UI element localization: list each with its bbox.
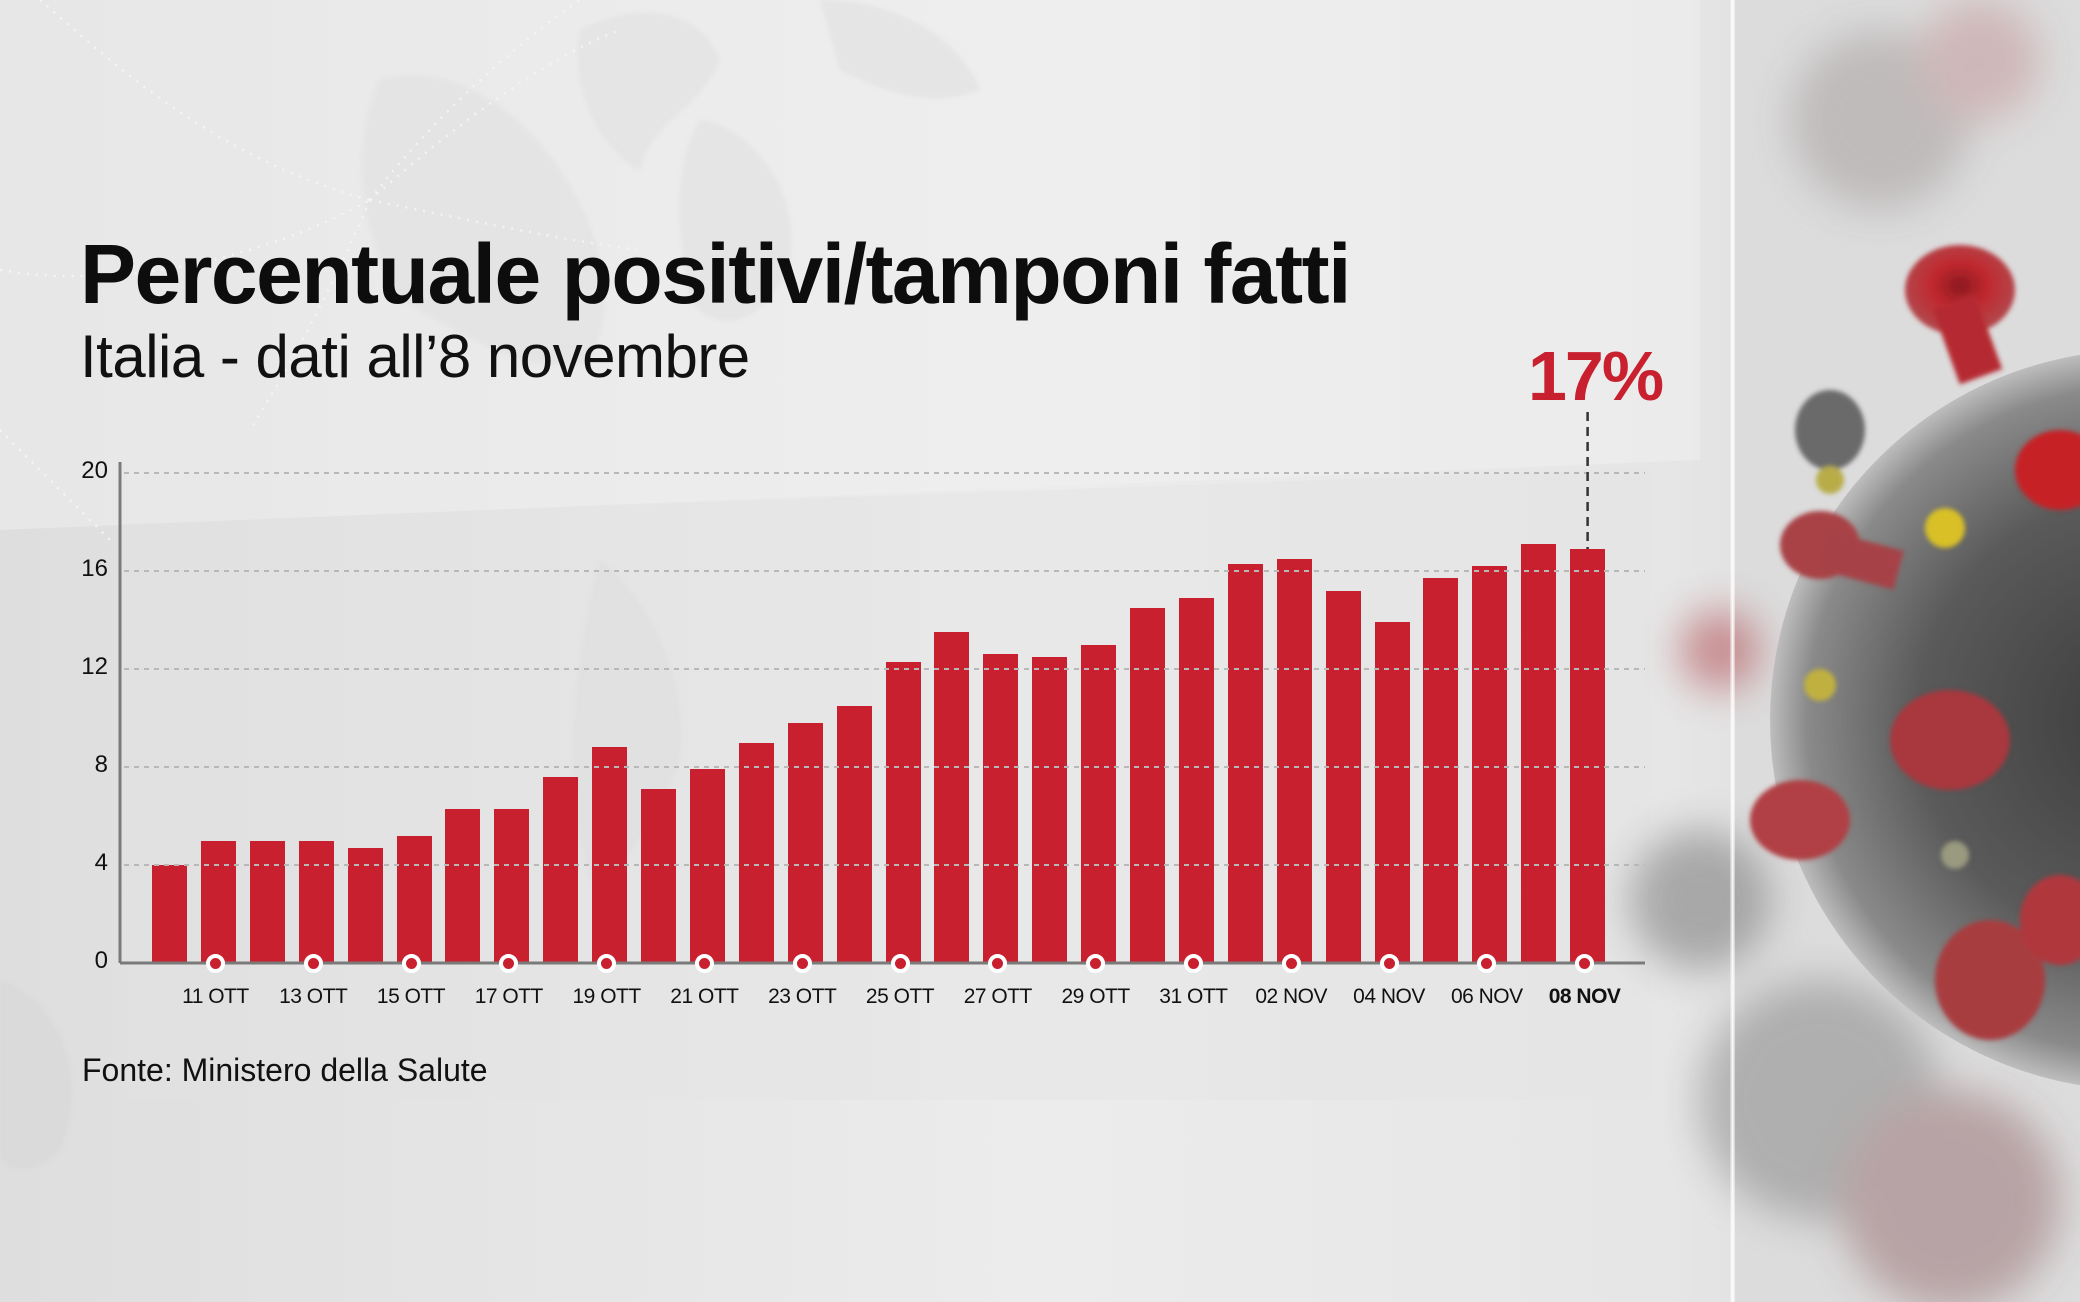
y-tick-label: 8 — [94, 751, 108, 778]
bar-06-nov — [1472, 566, 1508, 963]
bar-04-nov — [1374, 622, 1410, 963]
bar-28-ott — [1032, 656, 1068, 963]
bar-10-ott — [152, 865, 187, 963]
bar-30-ott — [1130, 607, 1165, 963]
x-tick-label: 23 OTT — [768, 985, 837, 1008]
bar-31-ott — [1178, 597, 1214, 963]
bar-26-ott — [934, 632, 970, 963]
x-tick-label: 25 OTT — [865, 985, 935, 1008]
x-tick-label: 29 OTT — [1061, 985, 1131, 1008]
bar-29-ott — [1081, 644, 1117, 963]
chart-title: Percentuale positivi/tamponi fatti — [80, 227, 1351, 321]
x-tick-label: 13 OTT — [279, 985, 348, 1008]
bar-12-ott — [249, 840, 285, 963]
bar-16-ott — [445, 808, 481, 963]
bar-05-nov — [1423, 578, 1459, 963]
bar-07-nov — [1521, 544, 1557, 963]
bar-18-ott — [543, 776, 579, 963]
x-tick-marker — [1379, 953, 1399, 973]
x-tick-marker — [988, 953, 1008, 973]
x-tick-marker — [499, 953, 519, 973]
x-tick-label: 17 OTT — [474, 985, 544, 1008]
source-note: Fonte: Ministero della Salute — [82, 1052, 488, 1088]
x-tick-label: 15 OTT — [376, 985, 446, 1008]
highlight-value: 17% — [1528, 337, 1664, 415]
x-tick-label: 06 NOV — [1450, 985, 1523, 1008]
x-tick-label: 19 OTT — [572, 985, 642, 1008]
x-tick-marker — [401, 953, 421, 973]
bar-02-nov — [1276, 558, 1312, 963]
x-tick-marker — [694, 953, 714, 973]
bar-08-nov — [1570, 548, 1606, 963]
bar-22-ott — [738, 742, 774, 963]
x-tick-marker — [205, 953, 225, 973]
y-tick-label: 20 — [81, 457, 108, 484]
x-tick-marker — [1281, 953, 1301, 973]
x-tick-marker — [597, 953, 617, 973]
x-tick-marker — [890, 953, 910, 973]
x-tick-label: 08 NOV — [1548, 985, 1621, 1008]
bar-14-ott — [347, 847, 383, 963]
bar-03-nov — [1325, 590, 1361, 963]
bar-13-ott — [298, 840, 334, 963]
bar-27-ott — [983, 654, 1019, 963]
bar-15-ott — [396, 835, 432, 963]
y-tick-label: 16 — [81, 555, 108, 582]
x-tick-marker — [1086, 953, 1106, 973]
chart-subtitle: Italia - dati all’8 novembre — [80, 323, 750, 390]
bar-21-ott — [689, 769, 725, 963]
virus-illustration — [1630, 0, 2080, 1302]
bar-20-ott — [641, 789, 676, 963]
bar-17-ott — [494, 808, 530, 963]
x-tick-label: 27 OTT — [963, 985, 1033, 1008]
x-tick-label: 11 OTT — [182, 985, 249, 1008]
y-tick-label: 4 — [94, 849, 108, 876]
y-tick-label: 12 — [81, 653, 108, 680]
x-tick-label: 21 OTT — [670, 985, 739, 1008]
x-tick-marker — [1183, 953, 1203, 973]
x-tick-marker — [303, 953, 323, 973]
bar-19-ott — [592, 747, 628, 963]
x-tick-marker — [1575, 953, 1595, 973]
x-tick-label: 02 NOV — [1255, 985, 1328, 1008]
bar-24-ott — [836, 705, 872, 963]
bar-01-nov — [1227, 563, 1263, 963]
x-tick-marker — [792, 953, 812, 973]
y-tick-label: 0 — [94, 947, 108, 974]
bar-11-ott — [200, 840, 236, 963]
glass-divider — [1730, 0, 1735, 1302]
bar-25-ott — [885, 661, 921, 963]
x-tick-label: 31 OTT — [1159, 985, 1228, 1008]
x-tick-label: 04 NOV — [1353, 985, 1425, 1008]
x-tick-marker — [1477, 953, 1497, 973]
bar-23-ott — [787, 722, 823, 963]
